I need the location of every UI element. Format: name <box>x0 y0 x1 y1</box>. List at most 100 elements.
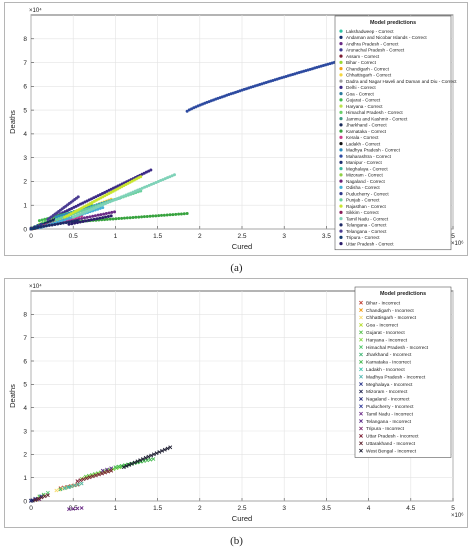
data-point <box>71 215 75 219</box>
data-point <box>168 445 173 450</box>
y-tick-label: 2 <box>23 452 27 459</box>
data-point <box>75 221 79 225</box>
legend-marker <box>359 441 363 446</box>
legend-marker <box>339 229 343 233</box>
data-point <box>76 482 81 487</box>
data-point <box>89 218 93 222</box>
data-point <box>145 184 149 188</box>
legend-marker <box>359 322 363 327</box>
y-axis-label: Deaths <box>8 384 17 408</box>
data-marks <box>29 30 451 231</box>
legend-entry: Himachal Pradesh - Correct <box>346 110 403 115</box>
data-point <box>157 214 161 218</box>
data-point <box>145 214 149 218</box>
legend-marker <box>339 179 343 183</box>
x-tick-label: 2 <box>198 505 202 512</box>
y-tick-label: 8 <box>23 312 27 319</box>
data-point <box>156 180 160 184</box>
data-point <box>103 218 107 222</box>
x-tick-label: 3.5 <box>322 505 331 512</box>
legend-marker <box>359 308 363 313</box>
data-point <box>120 195 124 199</box>
data-point <box>172 173 176 177</box>
data-point <box>105 467 109 472</box>
data-point <box>92 217 96 221</box>
legend-marker <box>339 29 343 33</box>
x-tick-label: 3 <box>282 505 286 512</box>
legend-entry: Bihar - Correct <box>346 60 377 65</box>
y-tick-label: 5 <box>23 107 27 114</box>
legend-marker <box>339 67 343 71</box>
data-point <box>100 471 104 476</box>
data-point <box>154 180 158 184</box>
legend-entry: Uttar Pradesh - Correct <box>346 241 394 246</box>
data-point <box>75 506 80 511</box>
data-point <box>116 464 121 469</box>
legend-marker <box>339 117 343 121</box>
data-point <box>39 222 43 226</box>
data-point <box>36 496 41 501</box>
data-point <box>179 212 183 216</box>
legend-marker <box>359 426 363 431</box>
x-tick-label: 2.5 <box>237 505 246 512</box>
legend-entry: Gujarat - Correct <box>346 98 381 103</box>
data-point <box>174 212 178 216</box>
legend-entry: Rajasthan - Correct <box>346 204 387 209</box>
data-point <box>133 189 137 193</box>
data-point <box>148 457 153 462</box>
y-tick-label: 0 <box>23 498 27 505</box>
legend-entry: Tamil Nadu - Correct <box>346 216 389 221</box>
legend-entry: Jharkhand - Correct <box>346 123 387 128</box>
x-tick-label: 4 <box>367 505 371 512</box>
data-point <box>101 216 105 220</box>
data-point <box>42 224 46 228</box>
legend-entry: Chhattisgarh - Correct <box>346 73 392 78</box>
legend-marker <box>339 123 343 127</box>
data-point <box>106 469 111 474</box>
data-point <box>148 214 152 218</box>
legend-entry: Jammu and Kashmir - Correct <box>346 116 408 121</box>
data-point <box>127 462 132 467</box>
legend-entry: Uttar Pradesh - Incorrect <box>366 434 419 440</box>
data-point <box>131 190 135 194</box>
legend-entry: Jharkhand - Incorrect <box>366 352 412 358</box>
data-point <box>140 186 144 190</box>
chart-b-svg: 0 0.5 1 1.5 2 2.5 3 3.5 4 4.5 5012345678×10⁴×10⁶Cu… <box>8 283 464 523</box>
legend-entry: Mizoram - Incorrect <box>366 389 408 395</box>
data-point <box>59 214 63 218</box>
data-point <box>126 192 130 196</box>
data-point <box>79 506 84 510</box>
data-point <box>85 209 89 213</box>
legend-marker <box>339 73 343 77</box>
data-point <box>34 226 38 230</box>
legend-entry: Maharashtra - Correct <box>346 154 392 159</box>
legend-marker <box>359 433 363 438</box>
x-exponent-label: ×10⁶ <box>451 512 464 519</box>
y-tick-label: 3 <box>23 428 27 435</box>
legend-entry: Dadra and Nagar Haveli and Daman and Diu… <box>346 79 457 84</box>
data-point <box>44 224 48 228</box>
data-point <box>54 217 58 221</box>
data-point <box>141 459 146 463</box>
legend-marker <box>339 60 343 64</box>
data-point <box>56 222 60 226</box>
data-point <box>48 219 52 223</box>
legend-entry: Telangana - Incorrect <box>366 419 412 425</box>
data-point <box>185 212 189 216</box>
legend-entry: Uttarakhand - Incorrect <box>366 441 416 447</box>
y-tick-label: 1 <box>23 203 27 210</box>
legend-entry: Punjab - Correct <box>346 198 380 203</box>
legend-marker <box>339 54 343 58</box>
legend-entry: Arunachal Pradesh - Correct <box>346 48 405 53</box>
legend-marker <box>339 98 343 102</box>
data-point <box>151 452 156 457</box>
legend-marker <box>359 389 363 394</box>
legend-marker <box>359 367 363 372</box>
data-point <box>33 497 38 502</box>
data-point <box>161 178 165 182</box>
legend-entry: Puducherry - Incorrect <box>366 404 414 410</box>
data-point <box>54 488 59 493</box>
data-point <box>84 476 89 481</box>
data-point <box>106 214 110 218</box>
data-point <box>62 486 67 491</box>
